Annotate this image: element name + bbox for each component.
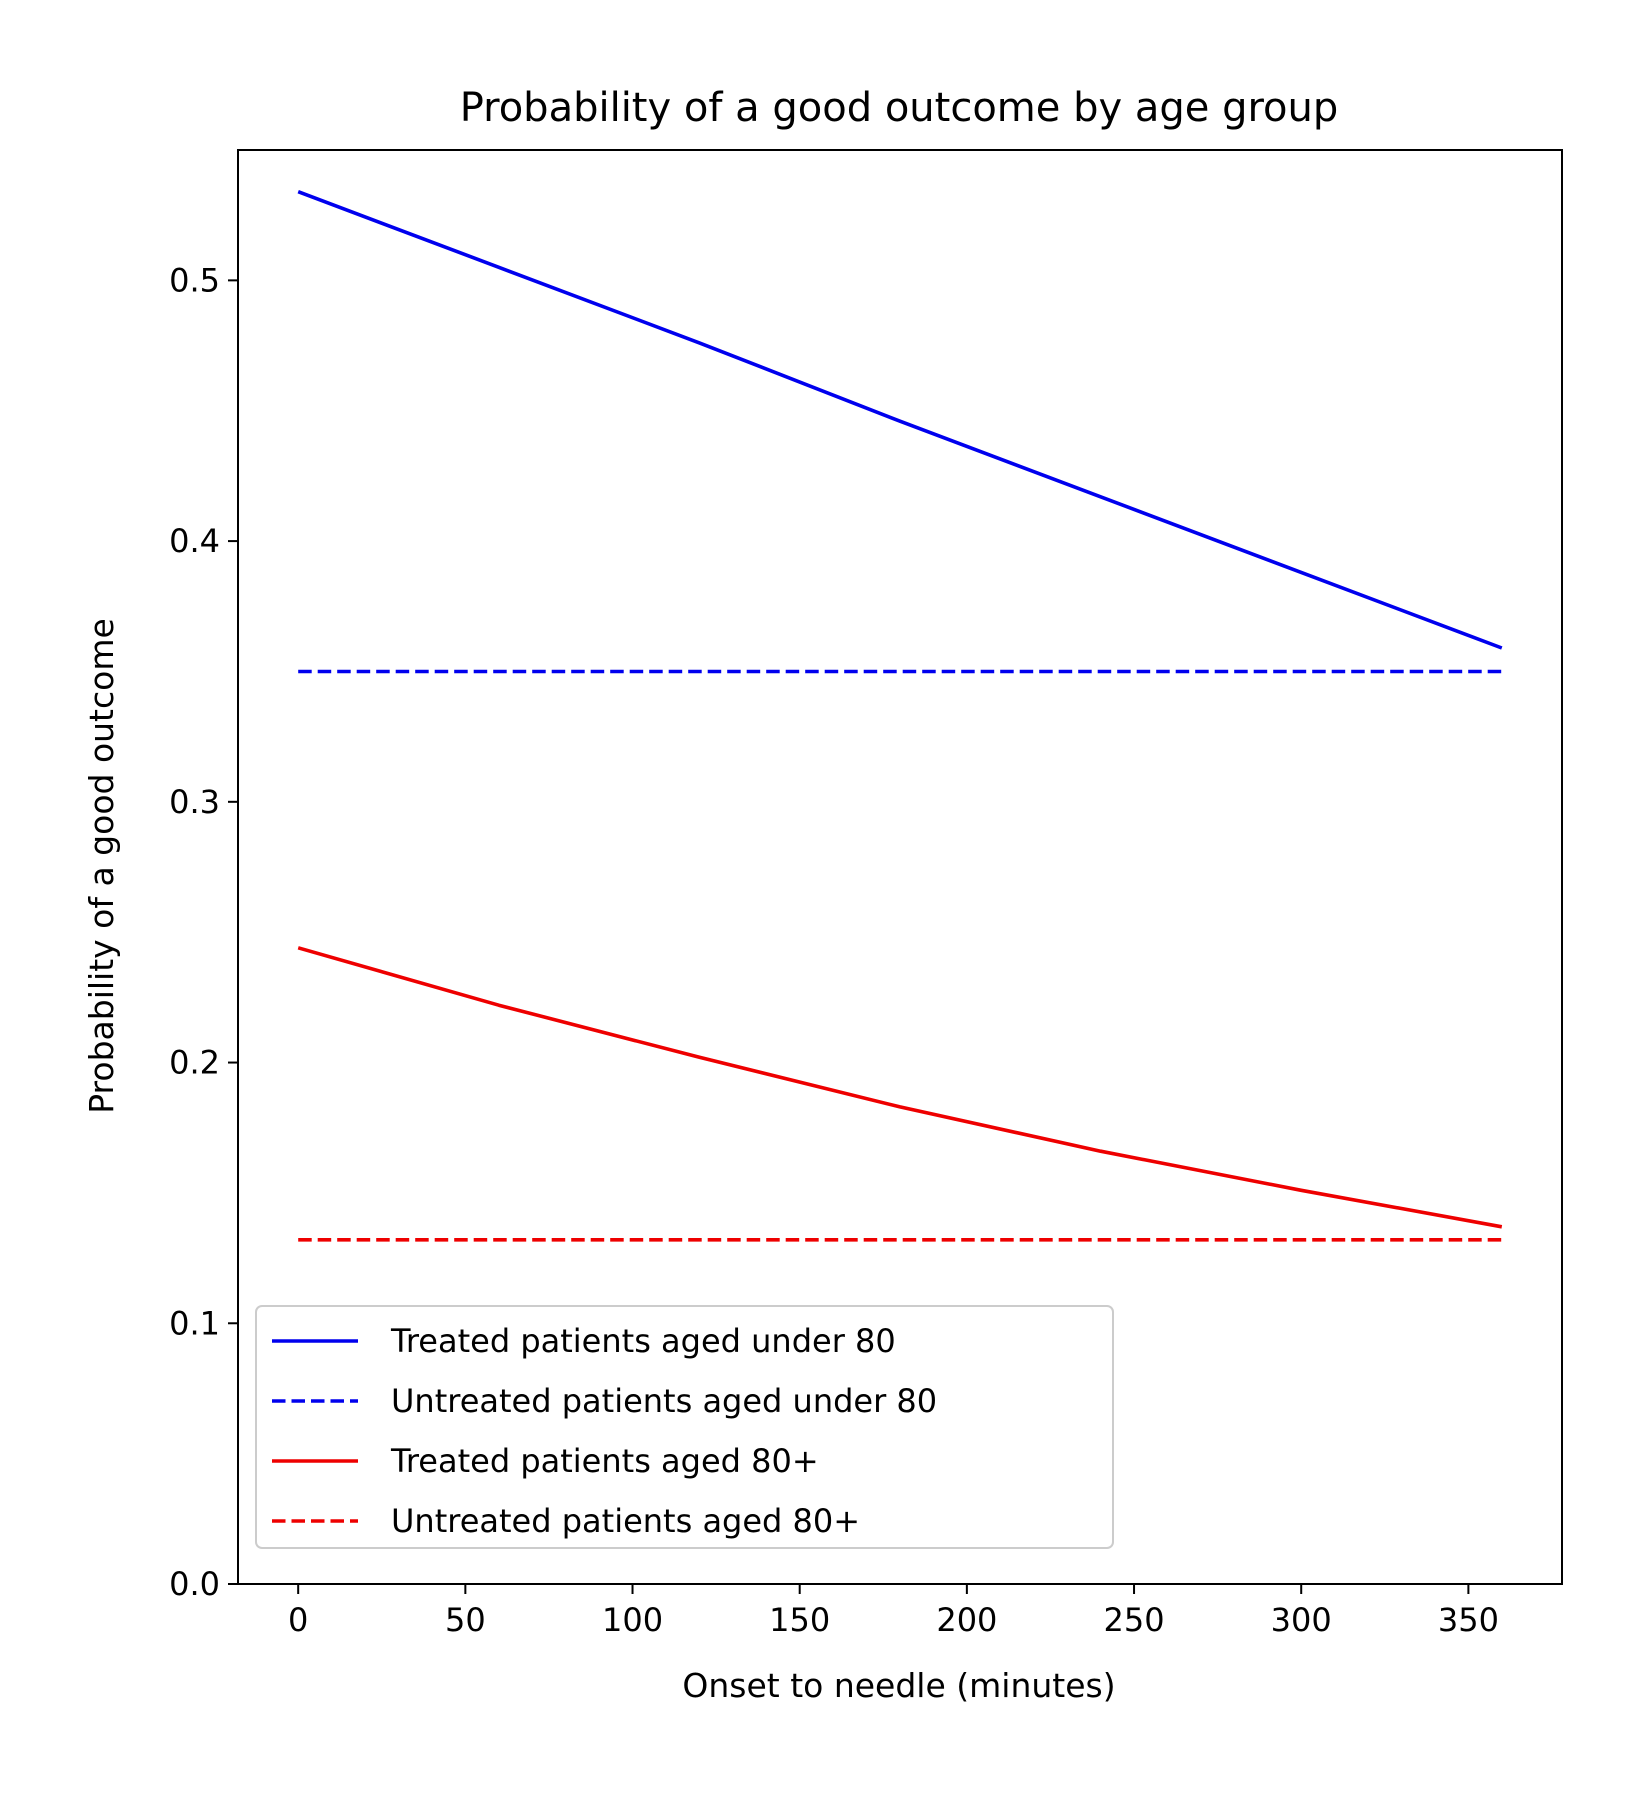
x-tick-label: 200	[936, 1601, 997, 1639]
chart-title: Probability of a good outcome by age gro…	[460, 85, 1339, 131]
x-tick-label: 250	[1104, 1601, 1165, 1639]
series-line-1	[297, 190, 1503, 650]
x-tick-label: 350	[1438, 1601, 1499, 1639]
x-axis-label: Onset to needle (minutes)	[682, 1666, 1115, 1705]
y-tick-label: 0.4	[169, 522, 220, 560]
plot-area: 0 50 100 150 200 250 300 350 0.0 0.1 0.2 0.3 0.4 0.5 T…	[169, 149, 1563, 1639]
legend-label-2: Untreated patients aged under 80	[391, 1382, 937, 1420]
legend-label-1: Treated patients aged under 80	[390, 1322, 896, 1360]
y-tick-label: 0.1	[169, 1304, 220, 1342]
x-tick-label: 150	[769, 1601, 830, 1639]
y-tick-label: 0.0	[169, 1565, 220, 1603]
legend-label-4: Untreated patients aged 80+	[391, 1502, 860, 1540]
x-tick-label: 50	[445, 1601, 486, 1639]
x-tick-label: 0	[288, 1601, 308, 1639]
x-tick-label: 300	[1271, 1601, 1332, 1639]
legend-box	[255, 1305, 1114, 1549]
y-tick-label: 0.5	[169, 261, 220, 299]
plot-frame	[237, 149, 1563, 1585]
y-tick-label: 0.2	[169, 1044, 220, 1082]
x-tick-label: 100	[602, 1601, 663, 1639]
series-line-3	[297, 946, 1503, 1229]
y-tick-label: 0.3	[169, 783, 220, 821]
y-axis-label: Probability of a good outcome	[82, 618, 121, 1114]
legend-label-3: Treated patients aged 80+	[390, 1442, 819, 1480]
legend: Treated patients aged under 80 Untreated …	[255, 1305, 1114, 1549]
